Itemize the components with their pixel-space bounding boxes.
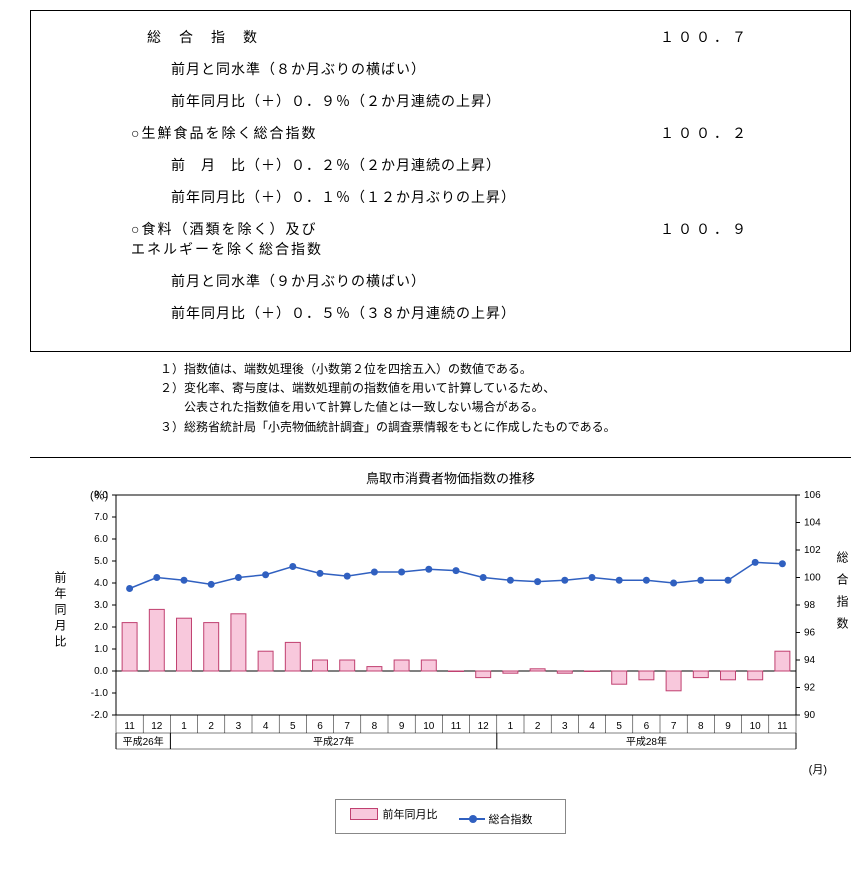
svg-text:11: 11 xyxy=(451,721,462,732)
svg-text:4.0: 4.0 xyxy=(94,578,108,589)
svg-text:3: 3 xyxy=(236,721,242,732)
summary-row: 総 合 指 数 １００．７ xyxy=(131,27,810,47)
svg-text:10: 10 xyxy=(750,721,762,732)
svg-text:106: 106 xyxy=(804,491,821,501)
summary-sub: 前月と同水準（９か月ぶりの横ばい） xyxy=(131,271,810,291)
svg-text:1: 1 xyxy=(181,721,187,732)
svg-text:1: 1 xyxy=(508,721,514,732)
y-left-unit: (％) xyxy=(90,487,108,503)
svg-text:5.0: 5.0 xyxy=(94,556,108,567)
summary-sub: 前年同月比（＋）０．１％（１２か月ぶりの上昇） xyxy=(131,187,810,207)
legend-line-label: 総合指数 xyxy=(489,811,533,827)
svg-text:92: 92 xyxy=(804,682,816,693)
svg-text:8: 8 xyxy=(372,721,378,732)
svg-text:98: 98 xyxy=(804,600,816,611)
summary-value: １００．７ xyxy=(660,27,810,47)
svg-text:-2.0: -2.0 xyxy=(91,710,109,721)
svg-text:2: 2 xyxy=(208,721,214,732)
footnote-line: １）指数値は、端数処理後（小数第２位を四捨五入）の数値である。 xyxy=(160,360,861,379)
summary-value: １００．２ xyxy=(660,123,810,143)
y-left-axis-label: 前年同月比 xyxy=(52,571,69,651)
svg-text:5: 5 xyxy=(290,721,296,732)
summary-row: ○生鮮食品を除く総合指数 １００．２ xyxy=(131,123,810,143)
legend-bar: 前年同月比 xyxy=(350,806,437,822)
svg-text:3: 3 xyxy=(562,721,568,732)
svg-text:9: 9 xyxy=(725,721,731,732)
svg-text:2: 2 xyxy=(535,721,541,732)
cpi-chart: -2.0-1.00.01.02.03.04.05.06.07.08.090929… xyxy=(70,491,836,763)
legend-line: 総合指数 xyxy=(459,811,533,827)
svg-text:4: 4 xyxy=(589,721,595,732)
svg-text:10: 10 xyxy=(423,721,435,732)
svg-text:96: 96 xyxy=(804,627,816,638)
svg-text:-1.0: -1.0 xyxy=(91,688,109,699)
summary-label: ○生鮮食品を除く総合指数 xyxy=(131,123,317,143)
svg-text:11: 11 xyxy=(124,721,135,732)
svg-text:1.0: 1.0 xyxy=(94,644,108,655)
summary-label: 総 合 指 数 xyxy=(131,27,259,47)
chart-container: 鳥取市消費者物価指数の推移 (％) 前年同月比 総合指数 (月) -2.0 -1.… xyxy=(70,468,831,834)
svg-text:104: 104 xyxy=(804,517,821,528)
divider xyxy=(30,457,851,458)
svg-text:100: 100 xyxy=(804,572,821,583)
footnote-line: ２）変化率、寄与度は、端数処理前の指数値を用いて計算しているため、 xyxy=(160,379,861,398)
svg-text:94: 94 xyxy=(804,655,816,666)
x-axis-unit: (月) xyxy=(809,761,827,777)
footnote-line: ３）総務省統計局「小売物価統計調査」の調査票情報をもとに作成したものである。 xyxy=(160,418,861,437)
footnotes: １）指数値は、端数処理後（小数第２位を四捨五入）の数値である。２）変化率、寄与度… xyxy=(160,360,861,437)
svg-text:4: 4 xyxy=(263,721,269,732)
svg-text:102: 102 xyxy=(804,545,821,556)
svg-text:6: 6 xyxy=(317,721,323,732)
summary-label: ○食料（酒類を除く）及び エネルギーを除く総合指数 xyxy=(131,219,323,259)
bar-swatch-icon xyxy=(350,808,378,820)
svg-text:6: 6 xyxy=(644,721,650,732)
legend-bar-label: 前年同月比 xyxy=(382,806,437,822)
summary-sub: 前 月 比（＋）０．２％（２か月連続の上昇） xyxy=(131,155,810,175)
svg-text:2.0: 2.0 xyxy=(94,622,108,633)
svg-text:6.0: 6.0 xyxy=(94,534,108,545)
svg-text:平成28年: 平成28年 xyxy=(626,735,667,748)
svg-text:11: 11 xyxy=(777,721,788,732)
chart-title: 鳥取市消費者物価指数の推移 xyxy=(70,468,831,487)
svg-text:7: 7 xyxy=(671,721,677,732)
summary-sub: 前月と同水準（８か月ぶりの横ばい） xyxy=(131,59,810,79)
svg-text:平成27年: 平成27年 xyxy=(313,735,354,748)
footnote-line: 公表された指数値を用いて計算した値とは一致しない場合がある。 xyxy=(160,398,861,417)
svg-text:12: 12 xyxy=(151,721,163,732)
svg-text:8: 8 xyxy=(698,721,704,732)
y-right-axis-label: 総合指数 xyxy=(834,551,851,639)
svg-text:90: 90 xyxy=(804,710,816,721)
line-swatch-icon xyxy=(459,818,485,820)
svg-text:平成26年: 平成26年 xyxy=(123,735,164,748)
summary-value: １００．９ xyxy=(660,219,810,259)
summary-box: 総 合 指 数 １００．７ 前月と同水準（８か月ぶりの横ばい） 前年同月比（＋）０．９… xyxy=(30,10,851,352)
summary-row: ○食料（酒類を除く）及び エネルギーを除く総合指数 １００．９ xyxy=(131,219,810,259)
svg-text:7.0: 7.0 xyxy=(94,512,108,523)
svg-text:12: 12 xyxy=(478,721,490,732)
svg-text:9: 9 xyxy=(399,721,405,732)
summary-sub: 前年同月比（＋）０．９％（２か月連続の上昇） xyxy=(131,91,810,111)
svg-text:7: 7 xyxy=(344,721,350,732)
summary-sub: 前年同月比（＋）０．５％（３８か月連続の上昇） xyxy=(131,303,810,323)
svg-text:0.0: 0.0 xyxy=(94,666,108,677)
svg-text:3.0: 3.0 xyxy=(94,600,108,611)
legend: 前年同月比 総合指数 xyxy=(335,799,565,834)
svg-text:5: 5 xyxy=(616,721,622,732)
